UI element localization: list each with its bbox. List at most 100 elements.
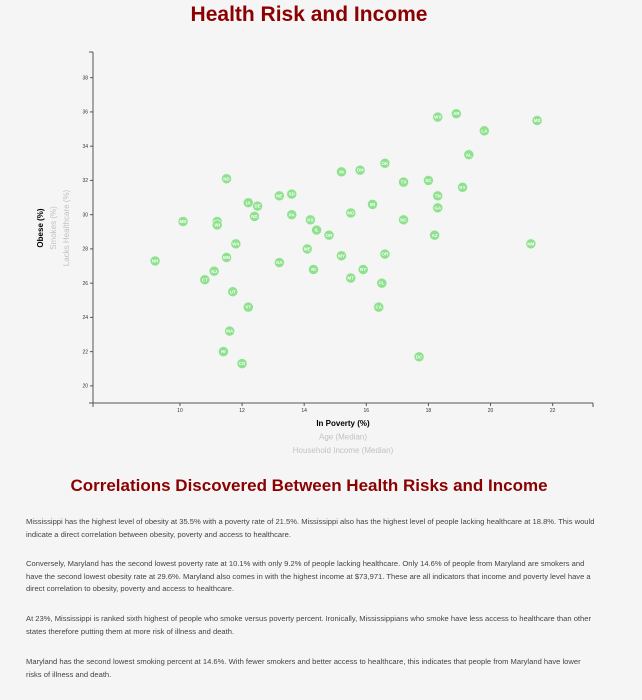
state-circle xyxy=(432,202,444,214)
state-circle xyxy=(423,175,434,186)
state-circle xyxy=(463,149,475,161)
state-point-mt: MT xyxy=(345,272,357,284)
state-abbr-label: MT xyxy=(348,276,355,281)
paragraph-mississippi-smoking: At 23%, Mississippi is ranked sixth high… xyxy=(26,614,592,636)
state-circle xyxy=(286,209,298,220)
state-point-ca: CA xyxy=(373,301,385,313)
state-point-md: MD xyxy=(177,216,189,227)
state-abbr-label: MS xyxy=(534,118,541,123)
state-circle xyxy=(379,157,391,169)
state-point-ne: NE xyxy=(274,190,285,202)
state-circle xyxy=(236,358,248,369)
state-circle xyxy=(305,214,316,226)
y-tick-label: 30 xyxy=(82,212,88,218)
state-point-wi: WI xyxy=(211,219,223,231)
y-tick-label: 38 xyxy=(82,75,88,81)
state-circle xyxy=(398,176,409,188)
state-point-or: OR xyxy=(379,248,391,260)
state-abbr-label: NE xyxy=(276,193,282,198)
state-circle xyxy=(301,243,313,255)
state-circle xyxy=(398,214,409,226)
state-point-hi: HI xyxy=(218,346,229,357)
state-circle xyxy=(413,351,425,363)
state-circle xyxy=(345,207,357,219)
state-circle xyxy=(345,272,357,284)
page-title: Health Risk and Income xyxy=(190,3,428,26)
state-circle xyxy=(274,190,285,202)
state-abbr-label: SC xyxy=(425,178,432,183)
scatter-chart: 10 12 14 16 18 20 22 20 22 24 26 28 30 32 34 36 38 MS AR W… xyxy=(36,51,594,455)
x-tick-label: 12 xyxy=(239,408,245,414)
state-point-ut: UT xyxy=(227,286,239,298)
state-point-az: AZ xyxy=(429,229,440,241)
state-abbr-label: MI xyxy=(370,202,375,207)
state-abbr-label: IL xyxy=(315,228,319,233)
state-abbr-label: CO xyxy=(239,361,246,366)
state-circle xyxy=(242,301,254,313)
state-point-in: IN xyxy=(336,166,347,178)
state-abbr-label: AR xyxy=(453,111,460,116)
state-point-ia: IA xyxy=(242,197,254,208)
state-circle xyxy=(211,219,223,231)
state-circle xyxy=(451,108,462,119)
state-circle xyxy=(367,199,378,210)
state-point-tn: TN xyxy=(432,190,444,202)
y-tick-label: 20 xyxy=(82,384,88,390)
state-abbr-label: KS xyxy=(307,217,313,222)
state-circle xyxy=(224,325,235,337)
state-abbr-label: FL xyxy=(379,281,385,286)
state-point-sd: SD xyxy=(286,188,298,200)
x-tick-label: 18 xyxy=(426,408,432,414)
state-point-nc: NC xyxy=(398,214,409,226)
y-axis-label: Smokes (%) xyxy=(49,206,58,250)
state-circle xyxy=(323,229,335,241)
state-circle xyxy=(252,200,263,212)
x-axis-label: Household Income (Median) xyxy=(293,446,394,455)
y-axis-label: Lacks Healthcare (%) xyxy=(62,189,71,266)
paragraph-maryland-poverty: Conversely, Maryland has the second lowe… xyxy=(26,559,591,593)
state-circle xyxy=(177,216,189,227)
state-point-de: DE xyxy=(252,200,263,212)
state-point-la: LA xyxy=(479,125,490,137)
x-tick-label: 16 xyxy=(364,408,370,414)
state-point-wa: WA xyxy=(230,238,242,250)
state-circle xyxy=(531,115,543,126)
x-tick-label: 22 xyxy=(550,408,556,414)
state-point-nd: ND xyxy=(249,211,260,222)
state-abbr-label: HI xyxy=(221,349,226,354)
y-tick-label: 36 xyxy=(82,110,88,116)
state-abbr-label: IA xyxy=(246,200,251,205)
state-circle xyxy=(221,252,232,263)
y-tick-label: 34 xyxy=(82,144,88,150)
state-abbr-label: CT xyxy=(202,277,208,282)
state-abbr-label: WI xyxy=(214,223,220,228)
state-point-na: NA xyxy=(274,257,285,268)
state-circle xyxy=(376,277,388,289)
state-point-ma: MA xyxy=(224,325,235,337)
state-point-or: OR xyxy=(323,229,335,241)
state-abbr-label: WV xyxy=(434,115,441,120)
state-circle xyxy=(149,255,161,267)
state-point-wv: WV xyxy=(432,111,444,123)
y-tick-label: 26 xyxy=(82,281,88,287)
state-abbr-label: MO xyxy=(347,211,355,216)
state-circle xyxy=(274,257,285,268)
state-abbr-label: SD xyxy=(289,192,296,197)
state-abbr-label: DC xyxy=(416,354,423,359)
state-point-ga: GA xyxy=(432,202,444,214)
section-heading: Correlations Discovered Between Health R… xyxy=(70,476,548,495)
state-abbr-label: MD xyxy=(180,219,188,224)
state-abbr-label: KY xyxy=(459,185,465,190)
state-point-al: AL xyxy=(463,149,475,161)
state-point-mn: MN xyxy=(221,252,232,263)
state-circle xyxy=(218,346,229,357)
state-circle xyxy=(357,264,369,275)
state-point-nj: NJ xyxy=(208,265,220,277)
state-abbr-label: TX xyxy=(401,180,407,185)
state-point-pa: PA xyxy=(286,209,298,220)
state-circle xyxy=(249,211,260,222)
state-point-co: CO xyxy=(236,358,248,369)
state-circle xyxy=(221,173,232,185)
state-point-il: IL xyxy=(311,224,322,236)
state-point-ar: AR xyxy=(451,108,462,119)
